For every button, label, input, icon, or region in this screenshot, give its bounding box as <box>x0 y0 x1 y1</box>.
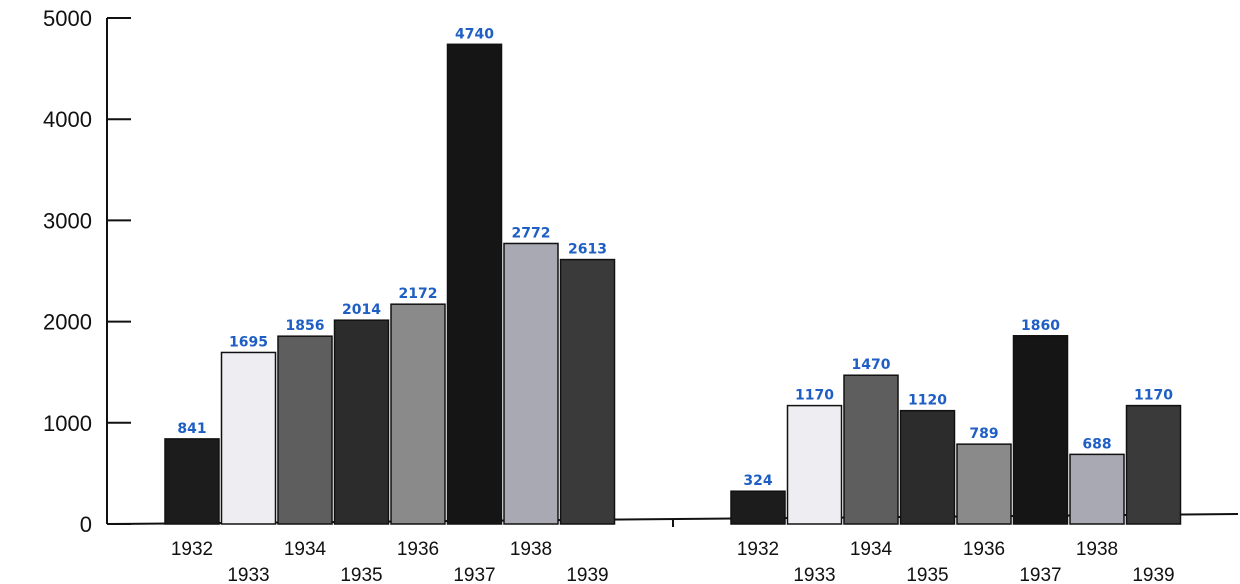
y-tick-label: 3000 <box>43 208 92 233</box>
y-tick-label: 5000 <box>43 6 92 31</box>
bar <box>899 409 956 525</box>
bar <box>786 404 843 525</box>
value-label: 4740 <box>455 26 494 42</box>
value-label: 2772 <box>512 225 551 241</box>
bar <box>1069 453 1125 525</box>
value-label: 1470 <box>852 357 891 373</box>
value-label: 841 <box>177 421 206 437</box>
value-label: 1860 <box>1021 318 1060 334</box>
bar <box>730 490 786 525</box>
x-category-label: 1936 <box>963 539 1005 560</box>
value-label: 1120 <box>908 393 947 409</box>
x-category-label: 1939 <box>1132 565 1174 584</box>
bar <box>220 351 277 525</box>
y-tick-label: 2000 <box>43 310 92 335</box>
bar <box>446 43 503 525</box>
value-label: 789 <box>969 426 998 442</box>
value-label: 1170 <box>1134 388 1173 404</box>
bar <box>1012 335 1069 525</box>
bar <box>503 242 559 525</box>
bar <box>1125 404 1182 525</box>
x-category-label: 1934 <box>284 539 327 560</box>
value-label: 324 <box>743 473 772 489</box>
x-category-label: 1935 <box>340 565 382 584</box>
bar <box>843 374 899 525</box>
y-tick-label: 1000 <box>43 411 92 436</box>
x-category-label: 1938 <box>510 539 552 560</box>
value-label: 1170 <box>795 388 834 404</box>
x-category-label: 1938 <box>1076 539 1118 560</box>
labels: 841 1932 1695 1933 1856 1934 2014 1935 2172 1936 4… <box>171 26 1175 584</box>
x-category-label: 1936 <box>397 539 439 560</box>
x-category-label: 1932 <box>171 539 213 560</box>
value-label: 2613 <box>568 242 607 258</box>
y-tick-label: 0 <box>80 512 92 537</box>
x-category-label: 1937 <box>1019 565 1061 584</box>
x-category-label: 1939 <box>566 565 608 584</box>
bar <box>559 258 616 525</box>
x-category-label: 1934 <box>850 539 893 560</box>
y-axis-ticks: 0 1000 2000 3000 4000 5000 <box>43 6 131 537</box>
bar <box>390 303 446 525</box>
x-category-label: 1933 <box>793 565 835 584</box>
axes <box>106 18 1239 527</box>
value-label: 1695 <box>229 334 268 350</box>
x-category-label: 1935 <box>906 565 948 584</box>
bar <box>164 438 220 525</box>
value-label: 688 <box>1082 436 1111 452</box>
bars <box>164 43 1182 525</box>
bar <box>956 443 1012 525</box>
x-category-label: 1932 <box>737 539 779 560</box>
bar <box>277 335 333 525</box>
value-label: 2014 <box>342 302 381 318</box>
x-category-label: 1937 <box>453 565 495 584</box>
value-label: 1856 <box>286 318 325 334</box>
y-tick-label: 4000 <box>43 107 92 132</box>
bar <box>333 319 390 525</box>
x-category-label: 1933 <box>227 565 269 584</box>
value-label: 2172 <box>399 286 438 302</box>
